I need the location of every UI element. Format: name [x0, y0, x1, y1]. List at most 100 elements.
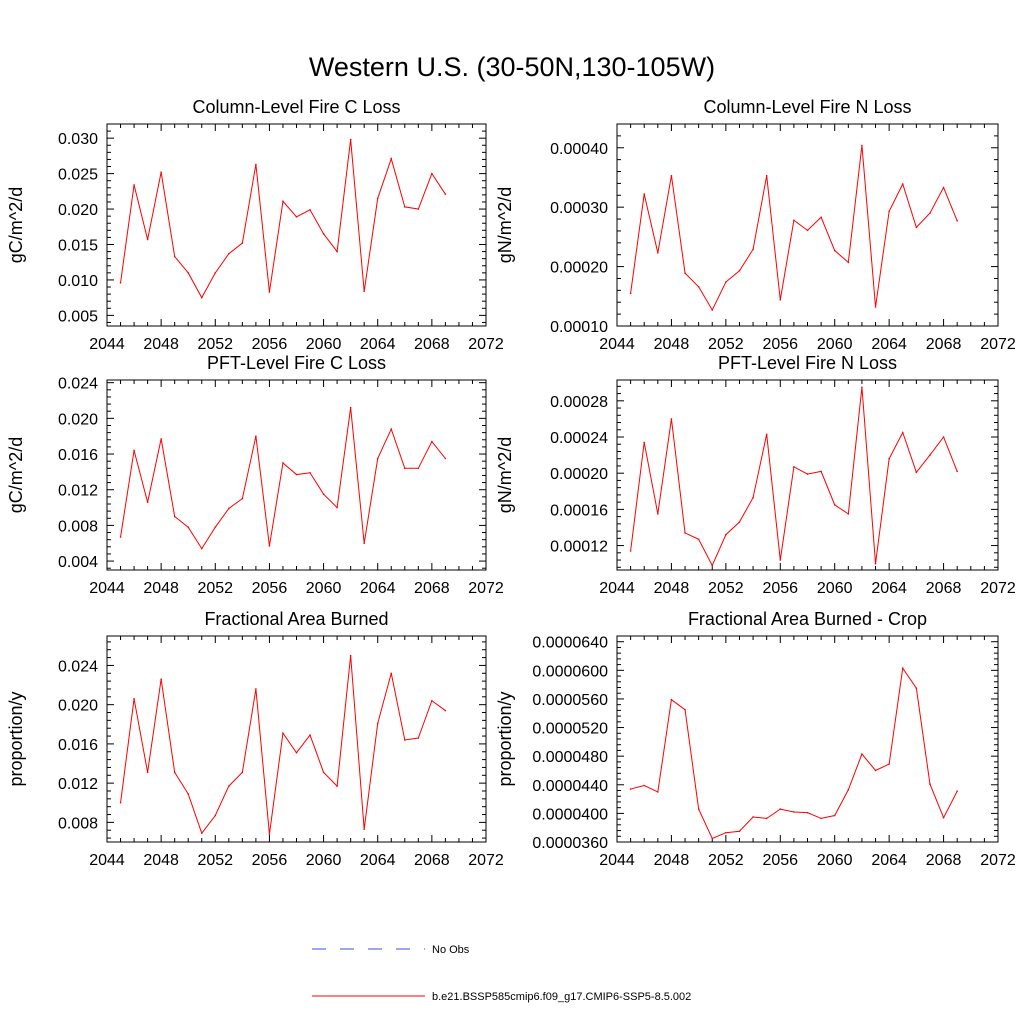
data-point — [241, 771, 244, 774]
data-point — [915, 226, 918, 229]
data-point — [431, 699, 433, 702]
data-point — [956, 470, 958, 473]
data-point — [779, 808, 782, 810]
data-point — [146, 238, 149, 241]
x-tick-label: 2052 — [708, 852, 744, 869]
data-point — [861, 386, 863, 389]
data-point — [282, 732, 284, 734]
x-tick-label: 2068 — [926, 580, 962, 597]
x-tick-label: 2060 — [817, 336, 853, 353]
y-tick-label: 0.015 — [58, 237, 98, 254]
data-point — [268, 545, 271, 547]
figure-title: Western U.S. (30-50N,130-105W) — [309, 52, 715, 82]
plot-frame — [616, 123, 999, 327]
y-tick-label: 0.00024 — [550, 430, 608, 447]
panel-title: PFT-Level Fire C Loss — [207, 353, 386, 373]
data-point — [629, 788, 632, 790]
data-point — [847, 261, 850, 264]
x-tick-label: 2056 — [252, 852, 288, 869]
x-tick-label: 2056 — [762, 336, 798, 353]
data-point — [187, 272, 190, 274]
y-tick-label: 0.0000400 — [532, 806, 608, 823]
data-point — [200, 296, 203, 299]
data-point — [160, 438, 162, 440]
data-point — [119, 801, 122, 804]
data-point — [942, 816, 945, 819]
data-point — [643, 784, 646, 787]
data-point — [309, 471, 311, 474]
data-point — [295, 473, 298, 476]
data-point — [725, 281, 727, 283]
data-point — [833, 504, 836, 506]
data-point — [847, 513, 850, 515]
data-point — [295, 751, 298, 754]
y-tick-label: 0.012 — [58, 483, 98, 500]
x-tick-label: 2068 — [414, 852, 450, 869]
x-tick-label: 2064 — [871, 336, 907, 353]
data-point — [417, 208, 420, 210]
y-tick-label: 0.0000440 — [532, 778, 608, 795]
data-point — [255, 435, 257, 437]
data-point — [670, 418, 673, 420]
data-point — [417, 737, 420, 739]
panel-1: Column-Level Fire C Loss 2044 2048 2052 2056… — [6, 97, 504, 353]
data-point — [888, 763, 890, 765]
y-tick-label: 0.00028 — [550, 394, 608, 411]
y-axis-label: gC/m^2/d — [6, 437, 26, 513]
data-point — [444, 709, 447, 712]
data-point — [133, 449, 135, 452]
x-tick-label: 2056 — [252, 580, 288, 597]
x-tick-label: 2072 — [980, 852, 1016, 869]
data-point — [322, 493, 325, 495]
panel-5: Fractional Area Burned 2044 2048 2052 2056 20… — [6, 609, 504, 869]
data-point — [214, 814, 217, 817]
x-tick-label: 2044 — [599, 336, 635, 353]
x-tick-label: 2068 — [414, 580, 450, 597]
data-point — [403, 739, 406, 741]
data-point — [684, 272, 686, 274]
data-point — [874, 562, 877, 565]
data-point — [629, 292, 632, 295]
x-tick-label: 2048 — [654, 852, 690, 869]
data-point — [956, 220, 958, 222]
x-tick-label: 2060 — [306, 852, 342, 869]
y-tick-label: 0.005 — [58, 308, 98, 325]
data-point — [363, 290, 365, 293]
x-tick-label: 2064 — [360, 336, 396, 353]
x-tick-label: 2064 — [871, 580, 907, 597]
data-point — [336, 506, 338, 509]
series-line-1 — [630, 666, 958, 840]
x-tick-label: 2060 — [306, 336, 342, 353]
data-point — [309, 208, 311, 211]
y-tick-label: 0.008 — [58, 815, 98, 832]
x-tick-label: 2044 — [89, 852, 125, 869]
data-point — [349, 138, 352, 141]
data-point — [874, 306, 877, 308]
y-tick-label: 0.020 — [58, 698, 98, 715]
data-point — [376, 457, 379, 460]
x-tick-label: 2060 — [817, 580, 853, 597]
y-tick-label: 0.020 — [58, 411, 98, 428]
data-point — [390, 157, 393, 160]
x-tick-label: 2052 — [197, 336, 233, 353]
data-point — [173, 771, 176, 774]
data-point — [725, 831, 727, 834]
panel-6: Fractional Area Burned - Crop 2044 2048 205… — [495, 609, 1016, 869]
x-tick-label: 2052 — [708, 580, 744, 597]
data-point — [915, 471, 918, 474]
y-tick-label: 0.00020 — [550, 466, 608, 483]
x-tick-label: 2060 — [306, 580, 342, 597]
x-tick-label: 2072 — [468, 336, 504, 353]
data-point — [133, 697, 135, 700]
data-point — [942, 186, 945, 189]
data-point — [725, 533, 727, 536]
series-line-1 — [630, 145, 958, 312]
data-point — [929, 454, 931, 456]
data-point — [282, 462, 284, 464]
x-tick-label: 2064 — [360, 852, 396, 869]
data-point — [793, 466, 795, 468]
panel-4: PFT-Level Fire N Loss 2044 2048 2052 2056 206… — [495, 353, 1016, 597]
x-tick-label: 2052 — [708, 336, 744, 353]
data-point — [861, 144, 863, 147]
